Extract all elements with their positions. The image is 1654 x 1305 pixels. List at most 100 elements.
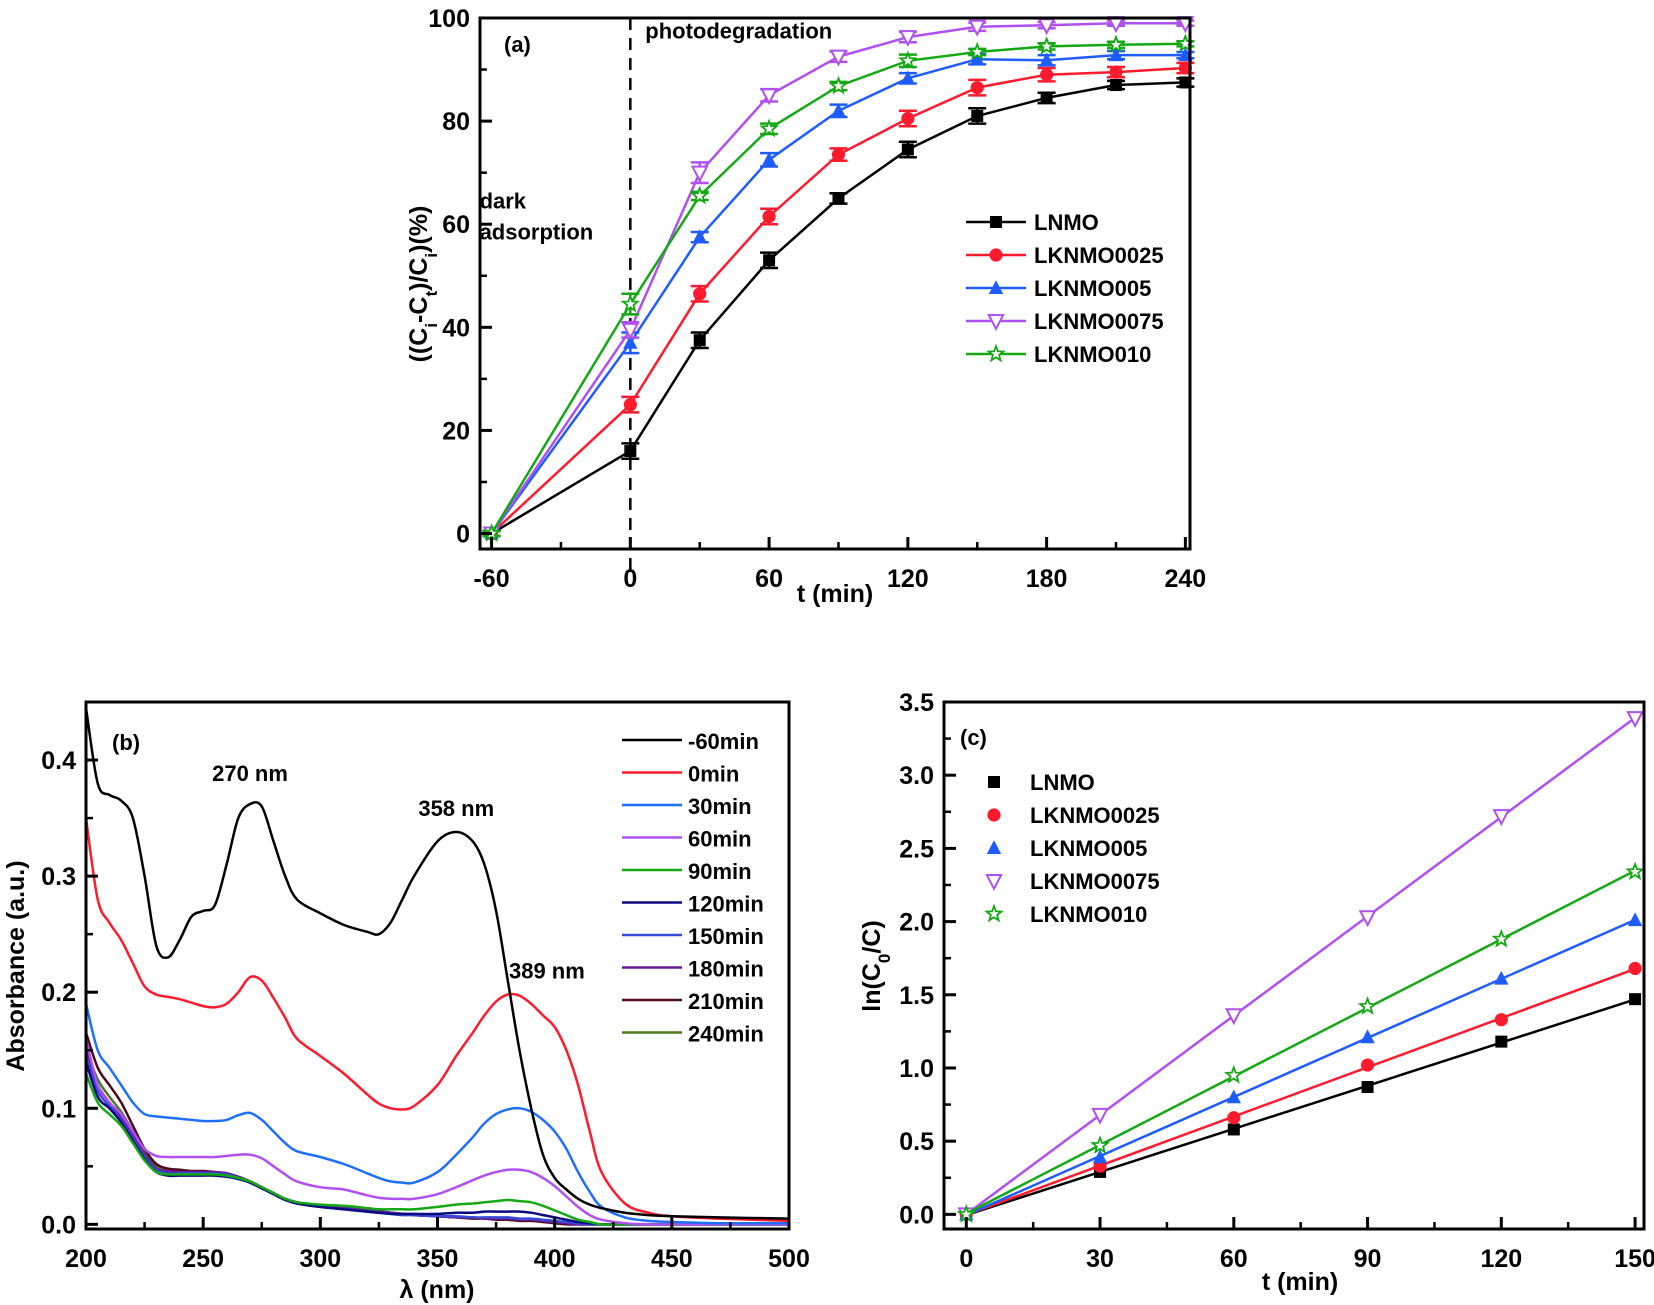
x-tick-label: 450 — [651, 1245, 693, 1273]
data-point — [1227, 1123, 1240, 1136]
legend-label: LKNMO005 — [1034, 276, 1151, 301]
legend-marker — [987, 808, 1001, 822]
data-point — [620, 293, 641, 313]
data-point — [1360, 1029, 1375, 1044]
fit-line — [965, 967, 1636, 1217]
data-point — [1358, 910, 1377, 928]
data-point — [1226, 1089, 1242, 1104]
y-tick-label: 2.0 — [899, 909, 934, 937]
annotation-adsorption: adsorption — [480, 220, 594, 245]
legend-item: LKNMO010 — [984, 902, 1147, 927]
data-point — [1495, 1035, 1508, 1048]
x-tick-label: 0 — [623, 565, 637, 593]
y-tick-label: 0.3 — [41, 863, 76, 891]
data-point — [623, 334, 638, 349]
data-point — [1628, 961, 1642, 976]
data-point — [970, 80, 984, 95]
legend-item: 30min — [622, 794, 752, 819]
legend-label: 180min — [688, 957, 764, 982]
y-tick-label: 0.1 — [41, 1095, 76, 1123]
legend-item: 60min — [622, 827, 752, 852]
legend-marker — [985, 874, 1003, 891]
spectrum-60min — [86, 1038, 789, 1226]
legend-item: 150min — [622, 924, 764, 949]
fit-line — [965, 869, 1636, 1215]
legend-item: 0min — [622, 762, 739, 787]
legend-label: -60min — [688, 729, 759, 754]
data-point — [1179, 76, 1192, 89]
x-tick-label: 500 — [768, 1245, 810, 1273]
legend-item: 210min — [622, 989, 764, 1014]
panel-c-ticks: 0 30 60 90 120 150 0.0 0.5 1.0 1.5 2.0 2.5 3.0 3.5 — [899, 689, 1654, 1273]
legend-item: 240min — [622, 1022, 764, 1047]
data-point — [829, 49, 848, 67]
legend-item: LNMO — [988, 770, 1095, 795]
x-tick-label: 400 — [534, 1245, 576, 1273]
legend-label: LKNMO010 — [1030, 902, 1147, 927]
x-tick-label: 150 — [1614, 1245, 1654, 1273]
data-point — [1626, 711, 1644, 729]
fit-line — [965, 998, 1636, 1217]
panel-c-xlabel: t (min) — [1262, 1268, 1338, 1296]
legend-label: LKNMO0075 — [1034, 309, 1164, 334]
x-tick-label: 240 — [1165, 565, 1207, 593]
legend-label: LKNMO005 — [1030, 836, 1147, 861]
y-tick-label: 100 — [428, 5, 470, 33]
legend-label: 0min — [688, 762, 739, 787]
fit-line — [965, 918, 1636, 1217]
data-point — [690, 165, 709, 183]
y-tick-label: 80 — [442, 108, 470, 136]
spectrum-0min — [86, 817, 789, 1223]
data-point — [1494, 970, 1509, 985]
panel-c-label: (c) — [960, 725, 987, 750]
annotation-dark: dark — [480, 189, 527, 214]
legend-item: LKNMO0025 — [966, 243, 1164, 268]
legend-marker — [986, 840, 1002, 854]
legend-label: LKNMO0075 — [1030, 869, 1160, 894]
data-point — [968, 19, 987, 37]
data-point — [1361, 1081, 1374, 1094]
data-point — [1108, 47, 1124, 62]
data-point — [1040, 91, 1053, 104]
legend-marker — [984, 903, 1004, 923]
legend-item: LKNMO010 — [966, 342, 1151, 367]
y-tick-label: 0.5 — [899, 1128, 934, 1156]
legend-label: LNMO — [1030, 770, 1095, 795]
x-tick-label: 300 — [299, 1245, 341, 1273]
data-point — [900, 70, 916, 85]
data-point — [763, 254, 776, 267]
panel-a-xlabel: t (min) — [797, 580, 873, 608]
legend-marker — [986, 343, 1006, 363]
data-point — [1625, 861, 1645, 881]
spectrum-90min — [86, 1073, 789, 1226]
x-tick-label: 30 — [1086, 1245, 1114, 1273]
data-point — [1492, 809, 1511, 827]
panel-a-label: (a) — [504, 32, 531, 57]
y-tick-label: 3.5 — [899, 689, 934, 717]
spectrum--60min — [86, 707, 789, 1220]
data-point — [1109, 65, 1123, 79]
legend-marker — [988, 280, 1004, 294]
data-point — [1036, 36, 1057, 55]
data-point — [1090, 1135, 1110, 1154]
y-tick-label: 3.0 — [899, 762, 934, 790]
legend-marker — [990, 216, 1002, 228]
series-LKNMO005 — [482, 47, 1195, 540]
x-tick-label: 180 — [1026, 565, 1068, 593]
legend-item: -60min — [622, 729, 759, 754]
legend-label: 240min — [688, 1022, 764, 1047]
series-LKNMO005 — [959, 912, 1643, 1221]
data-point — [623, 398, 637, 412]
legend-item: LKNMO005 — [966, 276, 1151, 301]
legend-label: 150min — [688, 924, 764, 949]
series-LKNMO010 — [956, 861, 1645, 1223]
y-tick-label: 20 — [442, 417, 470, 445]
spectrum-30min — [86, 1003, 789, 1225]
data-point — [692, 229, 707, 244]
data-point — [831, 148, 846, 162]
panel-c-plot: 0 30 60 90 120 150 0.0 0.5 1.0 1.5 2.0 2.5 3.0 3.5 (c… — [858, 689, 1654, 1296]
y-tick-label: 0.2 — [41, 979, 76, 1007]
